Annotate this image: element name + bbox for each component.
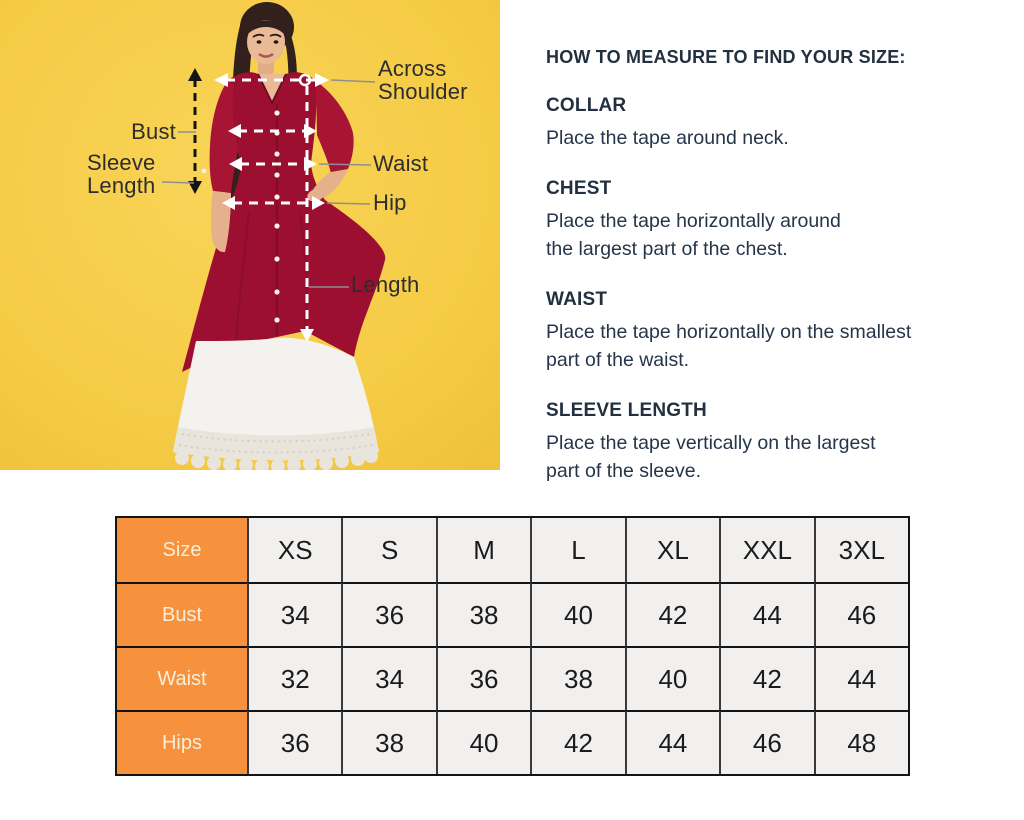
waist-value: 32 (247, 646, 342, 710)
hips-value: 40 (435, 710, 531, 774)
instruction-section-sleeve-length: SLEEVE LENGTH Place the tape vertically … (546, 400, 996, 485)
size-column-header: M (435, 518, 531, 582)
bust-label: Bust (131, 119, 176, 144)
section-heading: CHEST (546, 178, 612, 199)
waist-value: 38 (530, 646, 625, 710)
bust-value: 46 (813, 582, 908, 646)
size-column-header: XL (624, 518, 720, 582)
hips-value: 38 (341, 710, 436, 774)
section-heading: WAIST (546, 289, 608, 310)
sleeve-length-arrow-icon (188, 68, 202, 194)
sleeve-length-label: Sleeve Length (87, 150, 156, 198)
hips-value: 44 (624, 710, 720, 774)
bust-value: 42 (624, 582, 720, 646)
across-shoulder-arrow-icon (214, 73, 329, 87)
row-header-waist: Waist (117, 646, 247, 710)
waist-value: 44 (813, 646, 908, 710)
size-column-header: 3XL (813, 518, 908, 582)
hip-arrow-icon (222, 196, 325, 210)
table-row-waist: Waist 32 34 36 38 40 42 44 (117, 646, 908, 710)
bust-value: 36 (341, 582, 436, 646)
hips-value: 46 (719, 710, 814, 774)
instruction-section-chest: CHEST Place the tape horizontally around… (546, 178, 996, 263)
bust-value: 44 (719, 582, 814, 646)
model-figure-illustration (0, 0, 500, 470)
row-header-bust: Bust (117, 582, 247, 646)
waist-label: Waist (373, 151, 429, 176)
length-label: Length (351, 272, 420, 297)
size-column-header: XS (247, 518, 342, 582)
row-header-hips: Hips (117, 710, 247, 774)
waist-value: 40 (624, 646, 720, 710)
instruction-section-collar: COLLAR Place the tape around neck. (546, 95, 996, 152)
measurement-figure-panel: Across Shoulder Bust Sleeve Length Waist… (0, 0, 500, 470)
hips-value: 42 (530, 710, 625, 774)
size-column-header: L (530, 518, 625, 582)
size-chart-table: Size XS S M L XL XXL 3XL Bust 34 36 38 4… (115, 516, 910, 776)
length-arrow-icon (300, 86, 314, 342)
across-shoulder-label: Across Shoulder (378, 56, 468, 104)
section-heading: COLLAR (546, 95, 627, 116)
label-connector-lines (161, 79, 376, 288)
section-heading: SLEEVE LENGTH (546, 400, 707, 421)
table-row-sizes: Size XS S M L XL XXL 3XL (117, 518, 908, 582)
instruction-section-waist: WAIST Place the tape horizontally on the… (546, 289, 996, 374)
section-body: Place the tape horizontally around the l… (546, 210, 841, 260)
row-header-size: Size (117, 518, 247, 582)
section-body: Place the tape around neck. (546, 127, 789, 149)
bust-value: 34 (247, 582, 342, 646)
section-body: Place the tape horizontally on the small… (546, 321, 912, 371)
hips-value: 48 (813, 710, 908, 774)
bust-value: 38 (435, 582, 531, 646)
size-column-header: S (341, 518, 436, 582)
hip-label: Hip (373, 190, 407, 215)
waist-value: 36 (435, 646, 531, 710)
waist-value: 34 (341, 646, 436, 710)
size-column-header: XXL (719, 518, 814, 582)
waist-value: 42 (719, 646, 814, 710)
section-body: Place the tape vertically on the largest… (546, 432, 876, 482)
table-row-hips: Hips 36 38 40 42 44 46 48 (117, 710, 908, 774)
table-row-bust: Bust 34 36 38 40 42 44 46 (117, 582, 908, 646)
bust-value: 40 (530, 582, 625, 646)
measurement-instructions: HOW TO MEASURE TO FIND YOUR SIZE: COLLAR… (546, 47, 996, 511)
instructions-title: HOW TO MEASURE TO FIND YOUR SIZE: (546, 47, 906, 67)
hips-value: 36 (247, 710, 342, 774)
